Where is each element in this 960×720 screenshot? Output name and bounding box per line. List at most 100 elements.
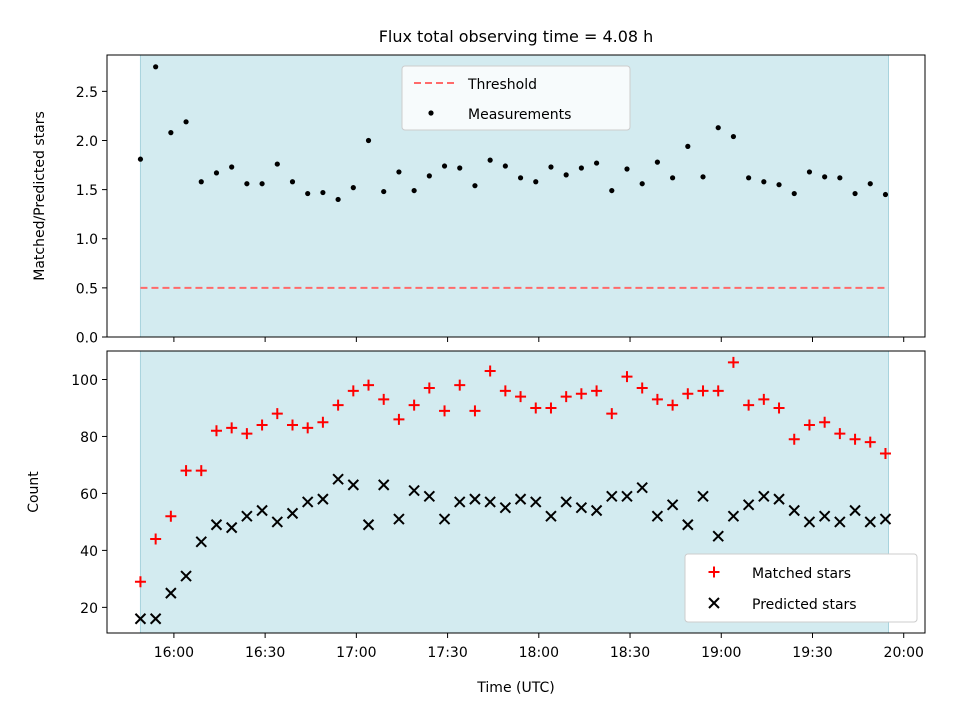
y-tick-label: 2.5 — [76, 85, 98, 101]
data-point — [396, 169, 402, 175]
data-point — [487, 157, 493, 163]
data-point — [654, 159, 661, 165]
x-tick-label: 17:00 — [336, 645, 376, 661]
data-point — [225, 521, 238, 534]
data-point — [149, 613, 162, 625]
bottom-chart-y-ticks: 20 40 60 80 100 — [71, 373, 107, 617]
data-point — [183, 119, 189, 125]
legend-box — [684, 553, 918, 623]
data-point — [213, 170, 220, 176]
data-point — [393, 513, 405, 525]
data-point — [457, 165, 463, 171]
data-point — [670, 175, 676, 181]
x-tick-label: 20:00 — [884, 645, 924, 661]
data-point — [320, 189, 326, 196]
data-point — [426, 173, 432, 179]
legend-predicted-label: Predicted stars — [752, 597, 857, 613]
data-point — [806, 169, 813, 175]
data-point — [666, 499, 679, 511]
data-point — [788, 504, 800, 517]
data-point — [773, 402, 785, 414]
data-point — [454, 496, 466, 508]
data-point — [393, 413, 405, 425]
data-point — [746, 175, 752, 181]
data-point — [408, 484, 420, 497]
bottom-chart-y-label: Count — [26, 471, 42, 513]
data-point — [259, 181, 265, 187]
data-point — [636, 482, 648, 494]
data-point — [210, 425, 222, 437]
data-point — [819, 416, 831, 428]
data-point — [548, 164, 554, 170]
data-point — [484, 365, 496, 377]
data-point — [803, 419, 815, 431]
data-point — [849, 433, 861, 445]
data-point — [818, 510, 831, 522]
x-tick-label: 16:30 — [245, 645, 285, 661]
data-point — [685, 143, 691, 149]
top-chart: 0.0 0.5 1.0 1.5 2.0 2.5 Flux total observing … — [32, 27, 926, 347]
legend-predicted-swatch — [708, 597, 720, 609]
data-point — [803, 516, 816, 528]
data-point — [609, 187, 615, 194]
data-point — [484, 496, 496, 508]
data-point — [210, 519, 223, 531]
data-point — [624, 166, 630, 172]
data-point — [381, 188, 387, 195]
data-point — [271, 408, 283, 420]
data-point — [879, 448, 891, 460]
data-point — [472, 183, 478, 189]
bottom-chart: 20 40 60 80 100 16:00 16:30 17:00 17:30 18:00 18:… — [26, 350, 926, 696]
data-point — [639, 181, 645, 187]
y-tick-label: 1.0 — [76, 232, 98, 248]
top-chart-points — [137, 64, 889, 203]
data-point — [502, 163, 508, 169]
y-tick-label: 20 — [80, 601, 98, 617]
data-point — [864, 436, 876, 448]
data-point — [591, 385, 603, 397]
y-tick-label: 100 — [71, 373, 98, 389]
top-chart-y-ticks: 0.0 0.5 1.0 1.5 2.0 2.5 — [76, 85, 107, 347]
data-point — [256, 419, 268, 431]
data-point — [533, 179, 539, 185]
data-point — [180, 465, 192, 477]
data-point — [575, 501, 588, 514]
data-point — [195, 536, 207, 548]
data-point — [837, 175, 843, 181]
x-tick-label: 16:00 — [154, 645, 194, 661]
data-point — [621, 490, 633, 502]
data-point — [822, 174, 828, 180]
data-point — [727, 510, 740, 522]
data-point — [776, 182, 782, 188]
y-tick-label: 2.0 — [76, 134, 98, 150]
data-point — [137, 156, 144, 162]
data-point — [530, 402, 542, 414]
data-point — [530, 496, 542, 508]
data-point — [439, 405, 451, 417]
data-point — [864, 516, 876, 528]
data-point — [682, 519, 694, 531]
data-point — [332, 473, 344, 485]
data-point — [651, 393, 663, 405]
bottom-chart-frame — [106, 350, 926, 634]
data-point — [362, 519, 375, 531]
data-point — [621, 371, 633, 383]
data-point — [499, 501, 512, 514]
data-point — [667, 399, 679, 411]
data-point — [697, 490, 709, 502]
data-point — [469, 405, 481, 417]
data-point — [606, 490, 618, 502]
y-tick-label: 80 — [80, 430, 98, 446]
data-point — [134, 613, 147, 625]
data-point — [271, 516, 283, 528]
data-point — [168, 130, 174, 136]
y-tick-label: 0.5 — [76, 281, 98, 297]
top-chart-y-label: Matched/Predicted stars — [32, 111, 48, 281]
data-point — [332, 399, 344, 411]
data-point — [606, 408, 618, 420]
data-point — [773, 493, 785, 505]
data-point — [335, 196, 341, 203]
x-tick-label: 18:30 — [610, 645, 650, 661]
data-point — [302, 422, 314, 434]
top-chart-legend: Threshold Measurements — [401, 65, 631, 131]
